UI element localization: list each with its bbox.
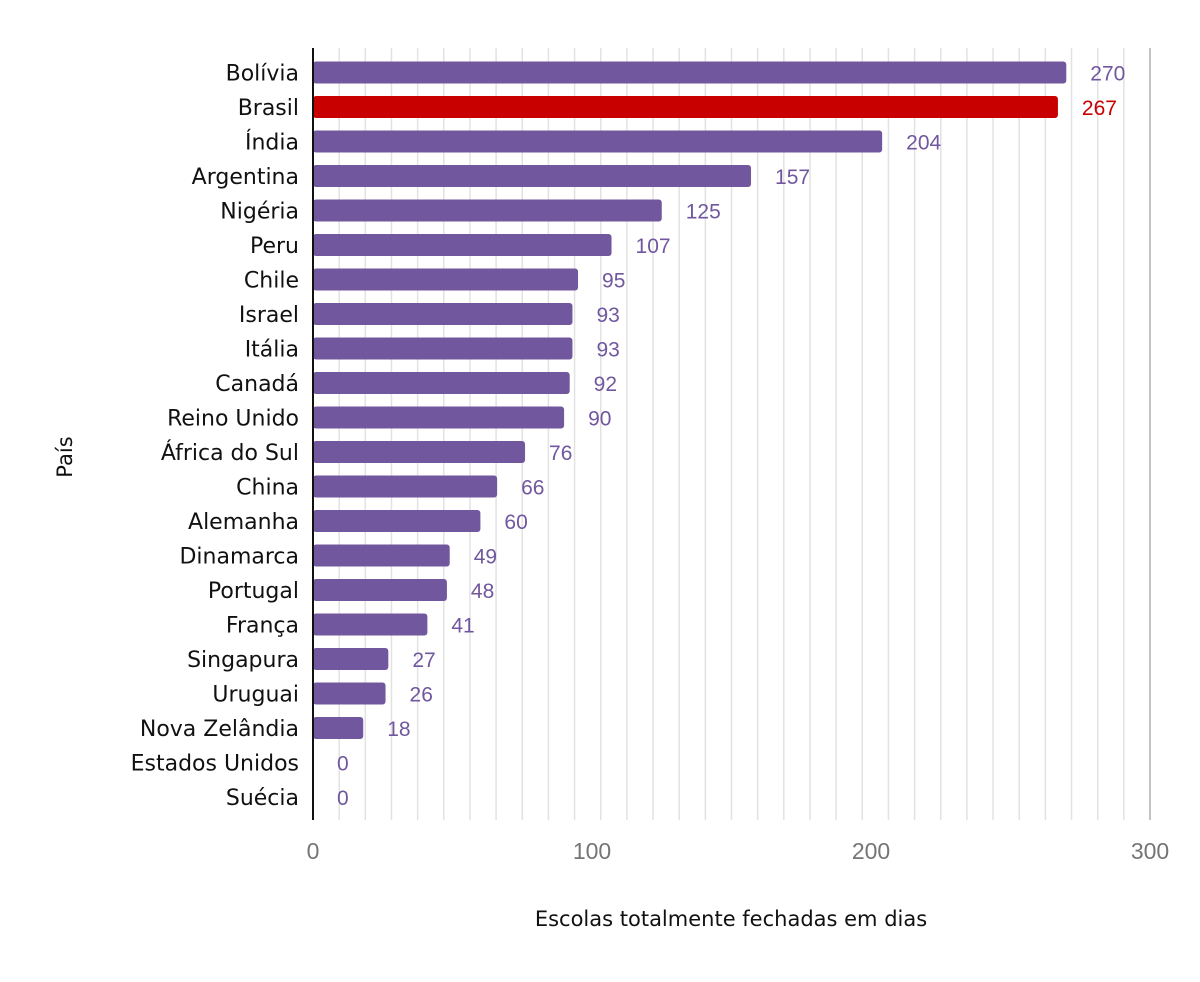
value-label: 92: [594, 373, 617, 396]
category-label: Peru: [250, 234, 299, 259]
bar-bolívia: [313, 61, 1067, 84]
category-label: Suécia: [226, 786, 299, 811]
value-label: 49: [474, 546, 497, 569]
value-label: 27: [412, 649, 435, 672]
bar-nova-zelândia: [313, 717, 364, 739]
value-label: 0: [337, 753, 349, 776]
bar-china: [313, 475, 498, 498]
x-tick-label: 200: [852, 838, 890, 864]
category-label: Portugal: [208, 579, 299, 604]
category-label: França: [226, 614, 299, 639]
bar-índia: [313, 130, 883, 153]
x-axis-title: Escolas totalmente fechadas em dias: [535, 907, 927, 931]
bar-canadá: [313, 372, 570, 394]
bar-israel: [313, 303, 573, 325]
value-label: 157: [775, 166, 810, 189]
value-label: 0: [337, 787, 349, 810]
bar-alemanha: [313, 510, 481, 532]
value-label: 95: [602, 270, 625, 293]
category-labels: Bolívia Brasil Índia Argentina Nigéria Peru Ch…: [131, 62, 299, 812]
bar-frança: [313, 613, 428, 636]
category-label: Uruguai: [212, 683, 299, 708]
bar-uruguai: [313, 682, 386, 705]
bar-peru: [313, 234, 612, 256]
value-label: 107: [636, 235, 671, 258]
category-label: Israel: [239, 303, 299, 328]
value-label: 41: [451, 615, 474, 638]
bar-argentina: [313, 165, 752, 187]
bars-group: [313, 61, 1067, 739]
category-label: Canadá: [215, 372, 299, 397]
value-label: 93: [596, 339, 619, 362]
category-label: Singapura: [187, 648, 299, 673]
value-label: 60: [504, 511, 527, 534]
category-label: Estados Unidos: [131, 752, 299, 777]
x-tick-label: 100: [573, 838, 611, 864]
category-label: Reino Unido: [167, 407, 299, 432]
value-label: 125: [686, 201, 721, 224]
bar-singapura: [313, 648, 389, 670]
value-label: 90: [588, 408, 611, 431]
category-label: Nova Zelândia: [140, 717, 299, 742]
category-label: África do Sul: [161, 440, 299, 466]
x-tick-labels: 0 100 200 300: [307, 838, 1170, 864]
bar-chile: [313, 268, 579, 291]
category-label: Brasil: [238, 96, 299, 121]
category-label: Itália: [245, 338, 299, 363]
category-label: Dinamarca: [179, 545, 299, 570]
value-label: 267: [1082, 97, 1117, 120]
value-label: 26: [410, 684, 433, 707]
category-label: Bolívia: [226, 62, 299, 87]
bar-reino-unido: [313, 406, 565, 429]
category-label: Alemanha: [188, 510, 299, 535]
value-labels: 2702672041571251079593939290766660494841…: [337, 63, 1125, 811]
bar-brasil: [313, 96, 1058, 118]
bar-nigéria: [313, 199, 662, 222]
x-tick-label: 0: [307, 838, 320, 864]
gridlines: [338, 48, 1151, 820]
category-label: China: [236, 476, 299, 501]
bar-áfrica-do-sul: [313, 441, 526, 463]
value-label: 204: [906, 132, 941, 155]
category-label: Chile: [244, 269, 299, 294]
category-label: Índia: [245, 130, 299, 156]
value-label: 270: [1090, 63, 1125, 86]
value-label: 76: [549, 442, 572, 465]
value-label: 18: [387, 718, 410, 741]
bar-dinamarca: [313, 544, 450, 567]
x-tick-label: 300: [1131, 838, 1169, 864]
category-label: Argentina: [192, 165, 299, 190]
category-label: Nigéria: [220, 200, 299, 225]
value-label: 93: [596, 304, 619, 327]
value-label: 66: [521, 477, 544, 500]
bar-portugal: [313, 579, 447, 601]
y-axis-title: País: [53, 436, 77, 477]
bar-itália: [313, 337, 573, 360]
value-label: 48: [471, 580, 494, 603]
